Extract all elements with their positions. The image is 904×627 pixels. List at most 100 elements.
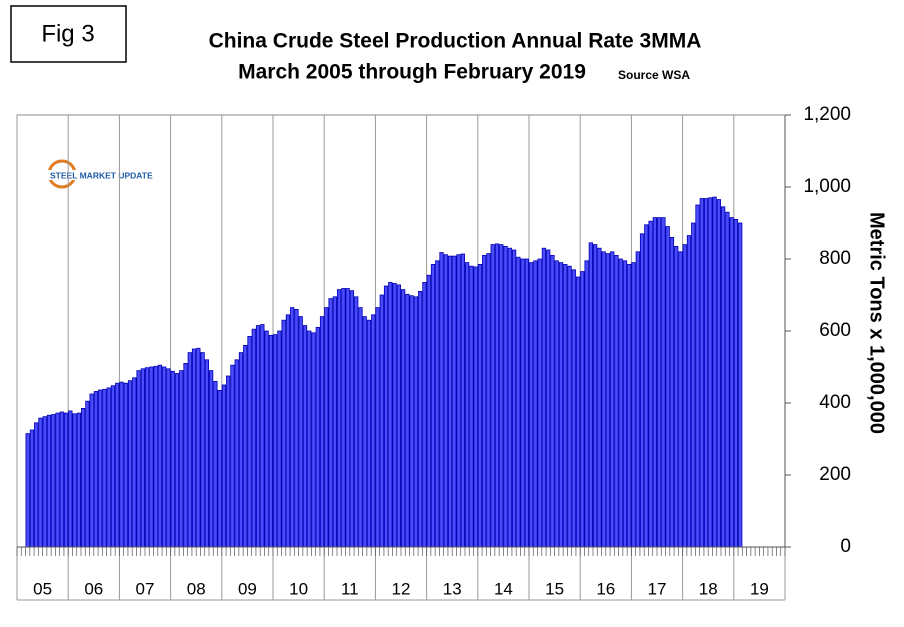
- bar: [174, 373, 180, 548]
- y-tick-label: 0: [840, 536, 851, 557]
- bar: [183, 362, 188, 548]
- bar: [294, 308, 299, 548]
- bar: [226, 375, 231, 548]
- bar: [678, 251, 683, 548]
- x-tick-label: 14: [494, 579, 513, 598]
- bar: [247, 335, 252, 548]
- logo-bg: [46, 170, 170, 180]
- x-tick-label: 18: [699, 579, 718, 598]
- bar: [255, 325, 261, 548]
- bar: [733, 218, 739, 548]
- bar: [277, 330, 282, 548]
- bar: [290, 307, 295, 548]
- bar: [59, 411, 64, 548]
- bar: [669, 236, 675, 548]
- logo-text: STEEL MARKET UPDATE: [50, 170, 153, 180]
- bar: [563, 263, 568, 548]
- bar: [315, 326, 320, 548]
- bar: [622, 260, 628, 548]
- bar: [674, 245, 679, 548]
- bar: [251, 328, 256, 548]
- bar: [503, 245, 508, 548]
- bar: [38, 417, 43, 548]
- bar: [324, 307, 329, 548]
- bar: [524, 258, 530, 548]
- bar: [652, 217, 658, 548]
- bar: [319, 316, 325, 548]
- bar: [68, 410, 73, 548]
- bar: [644, 224, 649, 548]
- bar: [657, 217, 662, 548]
- bar: [703, 198, 709, 548]
- bar: [191, 348, 197, 548]
- bar: [614, 254, 619, 548]
- bar: [285, 314, 291, 548]
- bar: [439, 252, 444, 548]
- bar: [469, 265, 474, 548]
- x-tick-label: 13: [443, 579, 462, 598]
- bar: [281, 319, 286, 548]
- bar: [567, 265, 572, 548]
- bar: [554, 260, 559, 548]
- bar: [716, 199, 722, 548]
- bar: [558, 262, 564, 548]
- bar: [371, 314, 376, 548]
- bar: [196, 347, 201, 548]
- y-axis-label: Metric Tons x 1,000,000: [866, 212, 888, 434]
- bar: [575, 276, 581, 548]
- bar: [601, 251, 606, 548]
- x-tick-label: 10: [289, 579, 308, 598]
- bar: [712, 196, 717, 548]
- bar: [618, 258, 623, 548]
- bar: [119, 381, 124, 548]
- bar: [243, 344, 248, 548]
- axes: 05 06 07 08 09 10 11 12 13 14 15 16 17 18 19 0 200 400 600…: [16, 104, 851, 598]
- bar: [230, 364, 235, 548]
- bar: [516, 256, 521, 548]
- x-tick-label: 19: [750, 579, 769, 598]
- bar: [51, 414, 56, 548]
- bar: [302, 325, 308, 548]
- x-tick-label: 11: [341, 579, 359, 598]
- bar: [115, 382, 120, 548]
- x-tick-label: 08: [187, 579, 206, 598]
- x-tick-label: 12: [392, 579, 411, 598]
- bar: [213, 380, 218, 548]
- bar: [627, 263, 632, 548]
- bar: [72, 413, 77, 548]
- bar: [136, 370, 141, 548]
- bar: [695, 204, 700, 548]
- bar: [268, 334, 273, 548]
- bar: [349, 290, 355, 548]
- bar: [400, 289, 406, 548]
- y-tick-label: 600: [819, 320, 851, 341]
- bar: [392, 283, 397, 548]
- figure-label-box: [10, 5, 127, 63]
- x-tick-label: 09: [238, 579, 257, 598]
- bar: [456, 254, 461, 548]
- x-tick-label: 05: [33, 579, 52, 598]
- bar: [494, 243, 500, 548]
- x-tick-label: 07: [136, 579, 155, 598]
- bar: [238, 352, 244, 548]
- bar: [187, 352, 192, 548]
- bar: [520, 258, 525, 548]
- bar: [366, 319, 372, 548]
- figure-label: Fig 3: [41, 20, 94, 47]
- bar: [477, 263, 483, 548]
- bar: [46, 414, 52, 548]
- bar: [435, 260, 440, 548]
- bar: [593, 244, 598, 548]
- bar: [529, 262, 534, 548]
- bar: [490, 244, 495, 548]
- bar: [375, 307, 380, 548]
- bar: [729, 217, 734, 548]
- bar: [179, 370, 184, 548]
- bar: [452, 255, 457, 548]
- bar: [298, 316, 303, 548]
- bar: [153, 365, 158, 548]
- bar: [499, 244, 504, 548]
- bar: [34, 422, 39, 548]
- bar: [464, 262, 470, 548]
- bar: [234, 359, 239, 548]
